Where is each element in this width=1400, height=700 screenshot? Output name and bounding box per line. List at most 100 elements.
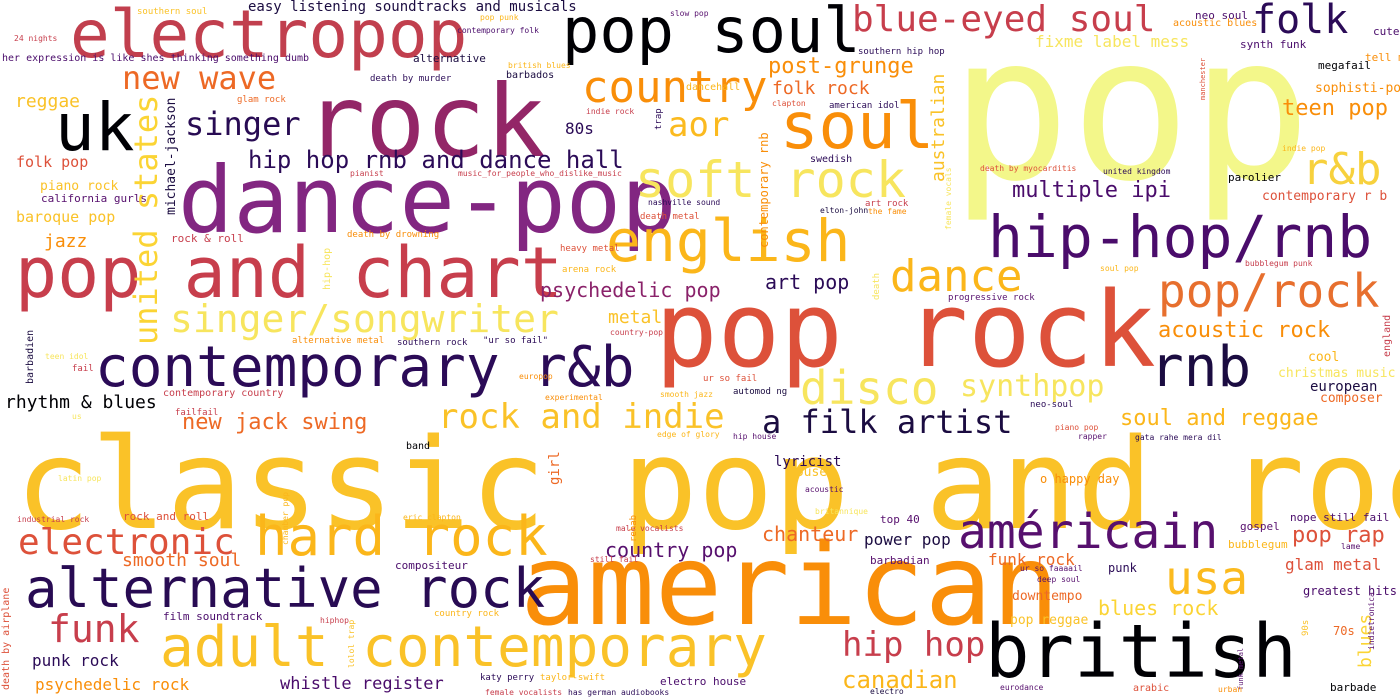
word-glam-rock: glam rock — [237, 95, 286, 105]
word-pop-rap: pop rap — [1292, 523, 1385, 548]
word-experimental: experimental — [545, 393, 603, 402]
word-latin-pop: latin pop — [58, 474, 102, 483]
word-classic-pop-and-rock: classic pop and rock — [15, 411, 1400, 558]
word-clapton: clapton — [772, 99, 806, 108]
word-post-grunge: post-grunge — [768, 54, 914, 79]
word-barbados: barbados — [506, 70, 555, 81]
word-psychedelic-rock: psychedelic rock — [35, 675, 190, 694]
word-pop: pop — [950, 0, 1312, 226]
word-cute: cute — [1373, 25, 1400, 38]
word-united-states: united states — [127, 94, 165, 345]
word-pop-and-chart: pop and chart — [15, 232, 563, 314]
word-slow-pop: slow pop — [670, 9, 709, 18]
word-elton-john: elton-john — [820, 206, 869, 215]
word-american-idol: american idol — [829, 101, 900, 111]
word-power-pop: power pop — [864, 530, 951, 549]
word-whistle-register: whistle register — [280, 674, 444, 694]
word-dancehall: dancehall — [686, 82, 741, 93]
word-90s: 90s — [1301, 619, 1311, 636]
word-80s: 80s — [565, 119, 594, 138]
word-blues-rock: blues rock — [1098, 596, 1219, 620]
word-greatest-hits: greatest hits — [1303, 584, 1397, 598]
word-the-fame: the fame — [868, 207, 907, 216]
word-hip-hop-rnb: hip-hop/rnb — [988, 203, 1373, 271]
word-california-gurls: california gurls — [41, 192, 147, 205]
word-pop-soul: pop soul — [562, 0, 861, 67]
word-alternative: alternative — [413, 52, 486, 65]
word-electro-house: electro house — [660, 675, 747, 688]
word-acoustic-blues: acoustic blues — [1173, 18, 1258, 29]
word-reggae: reggae — [15, 91, 81, 112]
word-electro: electro — [870, 687, 904, 696]
word-piano-rock: piano rock — [40, 179, 119, 194]
word-canadian: canadian — [842, 666, 958, 694]
word-gospel: gospel — [1240, 520, 1280, 533]
word-death-by-drowning: death by drowning — [347, 230, 440, 240]
word-michael-jackson: michael-jackson — [164, 97, 179, 215]
word-death-by-murder: death by murder — [370, 74, 452, 84]
word-folk-pop: folk pop — [16, 153, 89, 171]
word-folk-rock: folk rock — [772, 78, 870, 99]
word-england: england — [1382, 314, 1393, 357]
word-gata-rahe-mera-dil: gata rahe mera dil — [1135, 433, 1222, 442]
word-multiple-ipi: multiple ipi — [1012, 178, 1171, 203]
word-funk-metal: funk metal — [1237, 647, 1245, 690]
word-pop-reggae: pop reggae — [1010, 613, 1089, 628]
word-tell-me: tell me — [1365, 51, 1400, 64]
word-british: british — [985, 609, 1297, 695]
word-fixme-label-mess: fixme label mess — [1035, 32, 1190, 51]
word-art-rock: art rock — [865, 199, 909, 209]
word-barbadien: barbadien — [25, 329, 36, 384]
word-contemporary-country: contemporary country — [163, 388, 284, 399]
word-contemporary-rnb: contemporary rnb — [757, 132, 771, 248]
word-music-for-people: music_for_people_who_dislike_music — [458, 169, 622, 178]
word-industrial-rock: industrial rock — [17, 515, 90, 524]
word-contemporary-rnb: contemporary r&b — [95, 335, 635, 400]
word-her-expression: her expression is like shes thinking som… — [2, 53, 310, 64]
word-urban: urban — [1218, 685, 1243, 694]
word-has-german-audiobooks: has german audiobooks — [568, 688, 670, 697]
word-failfail: failfail — [175, 408, 219, 418]
word-smooth-jazz: smooth jazz — [660, 390, 713, 399]
word-edge-of-glory: edge of glory — [657, 430, 720, 439]
word-progressive-rock: progressive rock — [948, 293, 1035, 303]
word-pop-slash-rock: pop/rock — [1158, 264, 1380, 318]
word-parolier: parolier — [1228, 171, 1281, 184]
word-a-filk-artist: a filk artist — [762, 403, 1013, 441]
word-australian: australian — [928, 73, 949, 182]
word-glam-metal: glam metal — [1285, 555, 1382, 574]
word-dance-pop: dance-pop — [178, 147, 677, 254]
word-indie-pop: indie pop — [1282, 144, 1326, 153]
word-arabic: arabic — [1133, 683, 1170, 694]
word-arena-rock: arena rock — [562, 265, 617, 275]
word-hip-house: hip house — [733, 432, 777, 441]
word-soul-pop: soul pop — [1100, 264, 1139, 273]
word-bubblegum-punk: bubblegum punk — [1245, 259, 1313, 268]
word-english: english — [606, 207, 851, 275]
word-singer: singer — [185, 105, 301, 143]
word-chanteur: chanteur — [762, 522, 859, 546]
word-country-pop: country pop — [605, 538, 738, 562]
word-europop: europop — [519, 372, 553, 381]
word-southern-rock: southern rock — [397, 338, 468, 348]
word-alternative-metal: alternative metal — [292, 336, 385, 346]
word-neo-soul: neo soul — [1195, 9, 1248, 22]
word-contemporary-r-b: contemporary r b — [1262, 189, 1388, 204]
word-barbadian: barbadian — [870, 554, 930, 567]
word-ur-so-faaaail: ur so faaaail — [1020, 564, 1083, 573]
word-bubblegum: bubblegum — [1228, 538, 1288, 551]
word-rehab: rehab — [629, 514, 639, 542]
word-baroque-pop: baroque pop — [16, 208, 116, 226]
word-ur-so-fail-quoted: "ur so fail" — [483, 336, 549, 346]
word-lame: lame — [1341, 542, 1361, 551]
word-european: european — [1310, 379, 1378, 395]
word-punk: punk — [1108, 561, 1137, 575]
word-male-vocalists: male vocalists — [616, 524, 684, 533]
word-soft-rock: soft rock — [635, 151, 906, 209]
word-rock-and-roll-amp: rock & roll — [171, 232, 244, 245]
word-christmas-music: christmas music — [1278, 366, 1396, 381]
word-art-pop: art pop — [765, 270, 850, 294]
word-indie-rock: indie rock — [586, 107, 635, 116]
word-rnb: rnb — [1150, 335, 1252, 400]
